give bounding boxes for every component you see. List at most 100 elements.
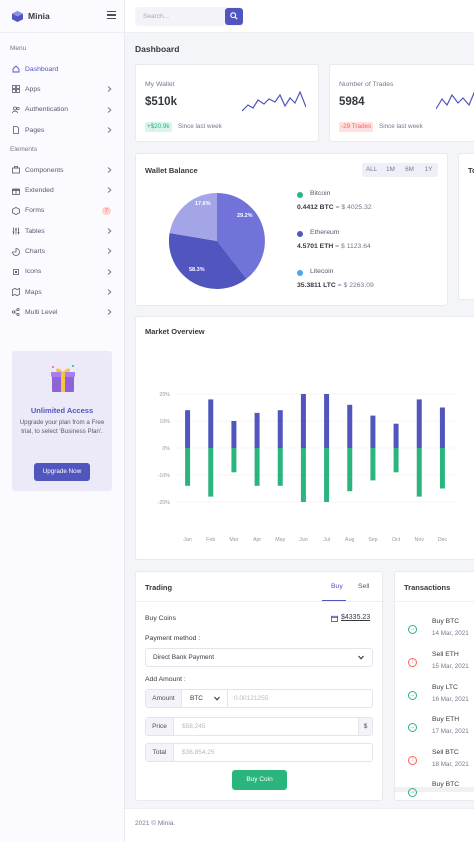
sidebar-item-icons[interactable]: Icons: [0, 262, 124, 282]
total-input-group: Total $36,854.25: [145, 743, 373, 762]
buy-coins-label: Buy Coins: [145, 615, 176, 622]
sidebar-item-label: Components: [25, 166, 64, 174]
sidebar-item-label: Multi Level: [25, 308, 58, 316]
tab-buy[interactable]: Buy: [331, 583, 343, 590]
transaction-row[interactable]: → Buy BTC 14 Mar, 2021: [408, 618, 474, 648]
chevron-right-icon: [107, 187, 112, 194]
market-overview-card: Market Overview 20% 10% 0% -10% -20% Jan Feb Ma…: [135, 316, 474, 560]
sidebar-item-pages[interactable]: Pages: [0, 120, 124, 140]
price-input[interactable]: $58,245: [182, 723, 206, 730]
period-tab-1y[interactable]: 1Y: [424, 166, 433, 173]
bar-aug-series-0: [347, 404, 353, 448]
logo-icon: [12, 10, 23, 22]
sidebar-item-extended[interactable]: Extended: [0, 180, 124, 200]
tab-buy-underline: [322, 600, 346, 602]
change-badge: +$20.9k: [145, 122, 172, 132]
upgrade-card: Unlimited Access Upgrade your plan from …: [12, 351, 112, 491]
total-addon: Total: [146, 744, 174, 761]
upgrade-button[interactable]: Upgrade Now: [34, 463, 90, 481]
transaction-row[interactable]: → Buy LTC 16 Mar, 2021: [408, 684, 474, 714]
total-input[interactable]: $36,854.25: [182, 749, 215, 756]
coin-legend-item: Ethereum 4.5701 ETH = $ 1123.64: [297, 229, 417, 257]
card-title: To: [468, 166, 474, 175]
svg-text:29.2%: 29.2%: [237, 213, 253, 219]
card-title: Transactions: [404, 583, 451, 592]
x-tick-label: Feb: [206, 537, 215, 543]
wallet-balance-card: Wallet Balance ALL 1M 6M 1Y 29.2% 58.3% …: [135, 153, 448, 306]
transaction-title: Buy BTC: [432, 618, 460, 625]
tab-sell[interactable]: Sell: [358, 583, 370, 590]
sidebar-item-components[interactable]: Components: [0, 160, 124, 180]
sidebar: Minia Menu Dashboard Apps Authentication Pa…: [0, 0, 125, 842]
bar-apr-series-0: [254, 412, 260, 448]
brand[interactable]: Minia: [0, 0, 124, 33]
payment-method-select[interactable]: Direct Bank Payment: [145, 648, 373, 667]
trading-card: Trading Buy Sell Buy Coins $4335.23 Paym…: [135, 571, 384, 801]
cpu-icon: [12, 268, 20, 276]
pie-slice-litecoin: [169, 193, 217, 241]
coin-equals: = $ 4025.32: [335, 204, 372, 211]
x-tick-label: Mar: [229, 537, 238, 543]
side-card-clipped: To: [458, 153, 474, 300]
transaction-date: 14 Mar, 2021: [432, 630, 469, 637]
legend-dot: [297, 270, 303, 276]
bar-may-series-0: [277, 410, 283, 448]
scrollbar-track[interactable]: [395, 787, 474, 792]
sidebar-item-tables[interactable]: Tables: [0, 221, 124, 241]
footer: 2021 © Minia.: [125, 808, 474, 842]
sidebar-item-authentication[interactable]: Authentication: [0, 100, 124, 120]
stat-label: Number of Trades: [339, 81, 394, 88]
transaction-title: Sell BTC: [432, 749, 459, 756]
coin-amount-value: 35.3811 LTC: [297, 282, 336, 289]
coin-equals: = $ 2263.09: [337, 282, 374, 289]
bar-oct-series-0: [393, 423, 399, 448]
search-button[interactable]: [225, 8, 243, 25]
change-badge: -29 Trades: [339, 122, 374, 132]
pie-slice-ethereum: [169, 233, 247, 289]
menu-toggle-icon[interactable]: [107, 11, 116, 19]
y-tick-label: 0%: [162, 446, 170, 452]
coin-legend-item: Bitcoin 0.4412 BTC = $ 4025.32: [297, 190, 417, 218]
coin-amount: 0.4412 BTC = $ 4025.32: [297, 204, 372, 211]
card-title: Wallet Balance: [145, 166, 198, 175]
sidebar-item-maps[interactable]: Maps: [0, 282, 124, 302]
amount-addon: Amount: [146, 690, 182, 707]
sidebar-item-label: Dashboard: [25, 65, 59, 73]
transaction-date: 18 Mar, 2021: [432, 761, 469, 768]
sidebar-item-apps[interactable]: Apps: [0, 79, 124, 99]
period-tab-1m[interactable]: 1M: [386, 166, 395, 173]
sidebar-item-multi-level[interactable]: Multi Level: [0, 302, 124, 322]
period-tab-6m[interactable]: 6M: [405, 166, 414, 173]
transaction-row[interactable]: → Buy ETH 17 Mar, 2021: [408, 716, 474, 746]
sidebar-item-charts[interactable]: Charts: [0, 241, 124, 261]
coin-name: Litecoin: [310, 268, 334, 275]
sidebar-item-forms[interactable]: Forms 7: [0, 201, 124, 221]
balance-value[interactable]: $4335.23: [341, 614, 371, 621]
period-tab-all[interactable]: ALL: [365, 166, 378, 173]
price-input-group: Price $58,245 $: [145, 717, 373, 736]
search-icon: [230, 12, 238, 20]
transaction-row[interactable]: ↑ Sell BTC 18 Mar, 2021: [408, 749, 474, 779]
sidebar-item-dashboard[interactable]: Dashboard: [0, 59, 124, 79]
amount-input[interactable]: 0.00121255: [234, 695, 269, 702]
pie-chart-icon: [12, 247, 20, 256]
tab-divider: [136, 601, 384, 602]
since-text: Since last week: [178, 123, 222, 130]
search-box: [135, 7, 243, 26]
chevron-right-icon: [107, 106, 112, 113]
transaction-title: Buy LTC: [432, 684, 458, 691]
transaction-row[interactable]: ↑ Sell ETH 15 Mar, 2021: [408, 651, 474, 681]
chevron-right-icon: [107, 86, 112, 93]
currency-select[interactable]: BTC: [183, 690, 228, 707]
coin-amount-value: 4.5701 ETH: [297, 243, 334, 250]
payment-method-value: Direct Bank Payment: [153, 654, 215, 661]
transaction-row[interactable]: → Buy BTC: [408, 781, 474, 797]
users-icon: [12, 106, 20, 114]
buy-coin-button[interactable]: Buy Coin: [232, 770, 287, 790]
arrow-in-icon: →: [408, 625, 417, 634]
x-tick-label: Jan: [183, 537, 192, 543]
gift-illustration-icon: [51, 365, 75, 392]
elements-section-title: Elements: [10, 146, 38, 154]
search-input[interactable]: [143, 7, 223, 26]
x-tick-label: Sep: [368, 537, 377, 543]
